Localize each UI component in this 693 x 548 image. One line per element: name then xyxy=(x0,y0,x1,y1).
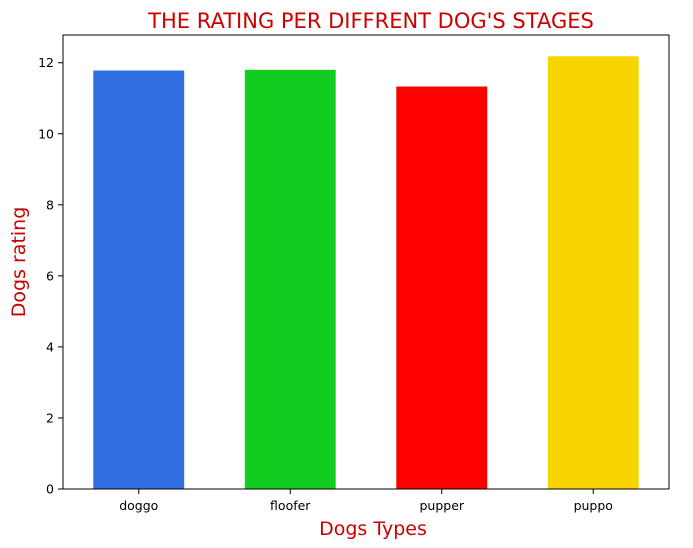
plot-area: 0 2 4 6 8 10 12 doggo floofer pupper puppo xyxy=(38,34,670,513)
y-tick-label: 6 xyxy=(46,268,54,283)
chart-title: THE RATING PER DIFFRENT DOG'S STAGES xyxy=(147,9,594,33)
y-tick-label: 10 xyxy=(38,126,54,141)
x-axis-label: Dogs Types xyxy=(319,518,427,540)
y-tick-label: 0 xyxy=(46,482,54,497)
bar-floofer xyxy=(244,69,336,489)
bar-puppo xyxy=(547,56,639,490)
x-tick-label: pupper xyxy=(419,498,464,513)
x-tick-label: doggo xyxy=(119,498,158,513)
bar-pupper xyxy=(396,86,488,489)
y-tick-label: 8 xyxy=(46,197,54,212)
axes-frame xyxy=(62,34,670,490)
x-tick-label: floofer xyxy=(270,498,311,513)
y-tick-label: 12 xyxy=(38,55,54,70)
bar-doggo xyxy=(93,70,185,490)
y-axis-label: Dogs rating xyxy=(8,207,30,318)
y-tick-label: 4 xyxy=(46,339,54,354)
x-tick-label: puppo xyxy=(574,498,613,513)
y-tick-label: 2 xyxy=(46,410,54,425)
